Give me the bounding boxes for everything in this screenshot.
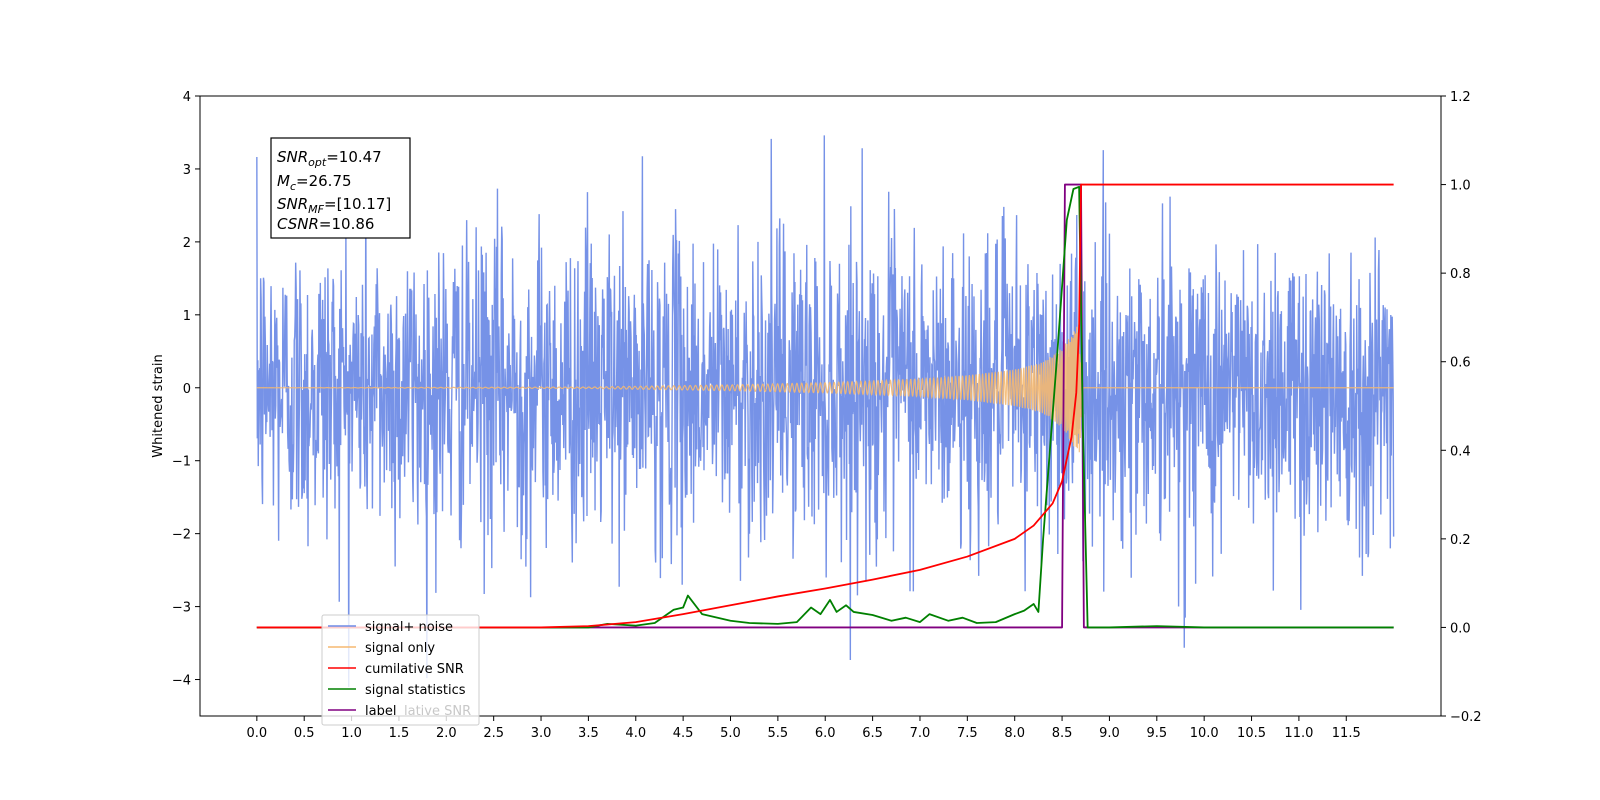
legend-label-signal-noise: signal+ noise: [365, 620, 453, 635]
x-tick-label: 10.5: [1237, 726, 1266, 741]
legend-label-label: label: [365, 704, 396, 719]
x-tick-label: 4.5: [673, 726, 694, 741]
y-left-tick-label: 3: [183, 163, 191, 178]
annotation-mc: Mc=26.75: [277, 172, 352, 193]
annotation-csnr: CSNR=10.86: [277, 215, 374, 233]
x-tick-label: 8.5: [1052, 726, 1073, 741]
x-tick-label: 1.5: [389, 726, 410, 741]
y-left-tick-label: 1: [183, 309, 191, 324]
x-tick-label: 6.5: [862, 726, 883, 741]
legend-label-signal-only: signal only: [365, 641, 435, 656]
x-tick-label: 11.0: [1284, 726, 1313, 741]
y-right-tick-label: 0.6: [1450, 356, 1471, 371]
x-tick-label: 6.0: [815, 726, 836, 741]
plot-frame: [199, 95, 1442, 717]
y-right-tick-label: 0.8: [1450, 267, 1471, 282]
y-left-tick-label: 2: [183, 236, 191, 251]
y-axis-left-ticks: 4 3 2 1 0 −1 −2 −3 −4: [172, 90, 200, 689]
x-tick-label: 8.0: [1004, 726, 1025, 741]
x-tick-label: 5.0: [720, 726, 741, 741]
y-right-tick-label: 0.4: [1450, 444, 1471, 459]
y-right-tick-label: 0.0: [1450, 621, 1471, 636]
y-axis-right-ticks: 1.2 1.0 0.8 0.6 0.4 0.2 0.0 −0.2: [1441, 90, 1482, 725]
x-tick-label: 2.0: [436, 726, 457, 741]
x-tick-label: 11.5: [1332, 726, 1361, 741]
legend-label-signal-statistics: signal statistics: [365, 683, 466, 698]
legend-label-cumulative-snr: cumilative SNR: [365, 662, 464, 677]
y-left-tick-label: −3: [172, 601, 191, 616]
y-left-tick-label: 4: [183, 90, 191, 105]
plot-data-layer: [256, 135, 1395, 687]
x-tick-label: 7.5: [957, 726, 978, 741]
y-right-tick-label: 1.0: [1450, 179, 1471, 194]
legend-ghost-text: lative SNR: [404, 704, 471, 719]
x-tick-label: 5.5: [768, 726, 789, 741]
x-axis-ticks: 0.0 0.5 1.0 1.5 2.0 2.5 3.0 3.5 4.0 4.5 5.0 5.5 6.0 6…: [246, 716, 1361, 741]
annotation-snr-mf: SNRMF=[10.17]: [277, 195, 391, 216]
x-tick-label: 3.0: [531, 726, 552, 741]
y-left-tick-label: −1: [172, 455, 191, 470]
legend: signal+ noise signal only cumilative SNR…: [321, 614, 480, 726]
x-tick-label: 9.0: [1099, 726, 1120, 741]
series-signal-only: [256, 324, 1394, 453]
x-tick-label: 0.5: [294, 726, 315, 741]
y-right-tick-label: −0.2: [1450, 710, 1482, 725]
y-left-tick-label: 0: [183, 382, 191, 397]
x-tick-label: 1.0: [341, 726, 362, 741]
x-tick-label: 3.5: [578, 726, 599, 741]
series-cumulative-snr: [256, 183, 1394, 629]
y-left-tick-label: −2: [172, 528, 191, 543]
annotation-snr-opt: SNRopt=10.47: [277, 148, 382, 169]
x-tick-label: 10.0: [1190, 726, 1219, 741]
x-tick-label: 2.5: [483, 726, 504, 741]
series-signal-noise: [256, 135, 1395, 687]
snr-annotation-box: SNRopt=10.47 Mc=26.75 SNRMF=[10.17] CSNR…: [270, 137, 411, 239]
y-right-tick-label: 0.2: [1450, 533, 1471, 548]
x-tick-label: 9.5: [1146, 726, 1167, 741]
y-axis-label: Whitened strain: [151, 354, 166, 457]
series-signal-statistics: [256, 185, 1394, 629]
y-right-tick-label: 1.2: [1450, 90, 1471, 105]
x-tick-label: 7.0: [910, 726, 931, 741]
x-tick-label: 4.0: [625, 726, 646, 741]
x-tick-label: 0.0: [246, 726, 267, 741]
y-left-tick-label: −4: [172, 674, 191, 689]
